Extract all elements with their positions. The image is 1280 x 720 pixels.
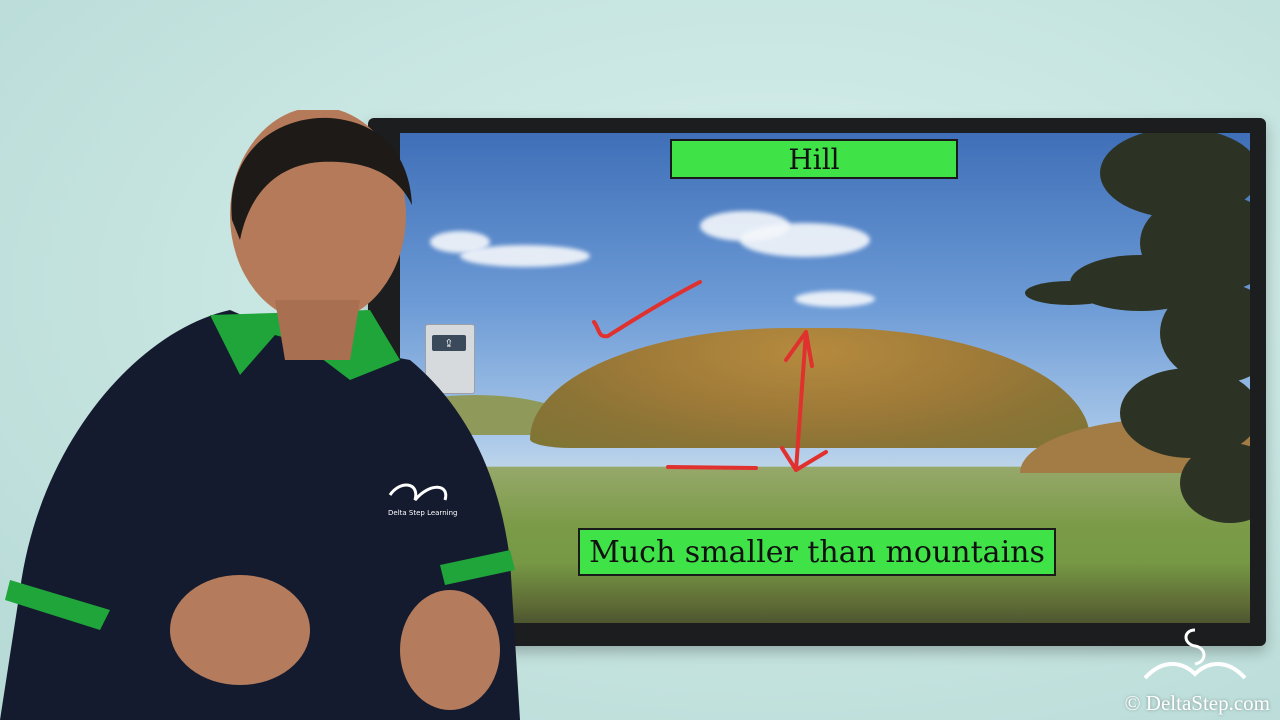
sleeve-band-right [440,550,515,585]
slide-title: Hill [670,139,958,179]
slide-caption: Much smaller than mountains [578,528,1056,576]
presenter-hand-left [170,575,310,685]
watermark: © DeltaStep.com [1100,626,1270,716]
shirt-logo-text: Delta Step Learning [388,509,457,517]
tree-silhouette [1025,133,1250,523]
presenter-hair [231,117,412,240]
cloud [740,223,870,257]
presenter-neck [275,300,360,360]
presenter-hand-right [400,590,500,710]
presenter-shirt [0,310,520,720]
share-icon[interactable]: ⇪ [432,335,466,351]
cloud [430,231,490,253]
sleeve-band-left [5,580,110,630]
shirt-logo: Delta Step Learning [388,483,457,517]
cloud [460,245,590,267]
watermark-text: © DeltaStep.com [1124,691,1270,715]
cloud [795,291,875,307]
presenter: Delta Step Learning [0,110,520,720]
delta-step-logo [1143,628,1247,680]
